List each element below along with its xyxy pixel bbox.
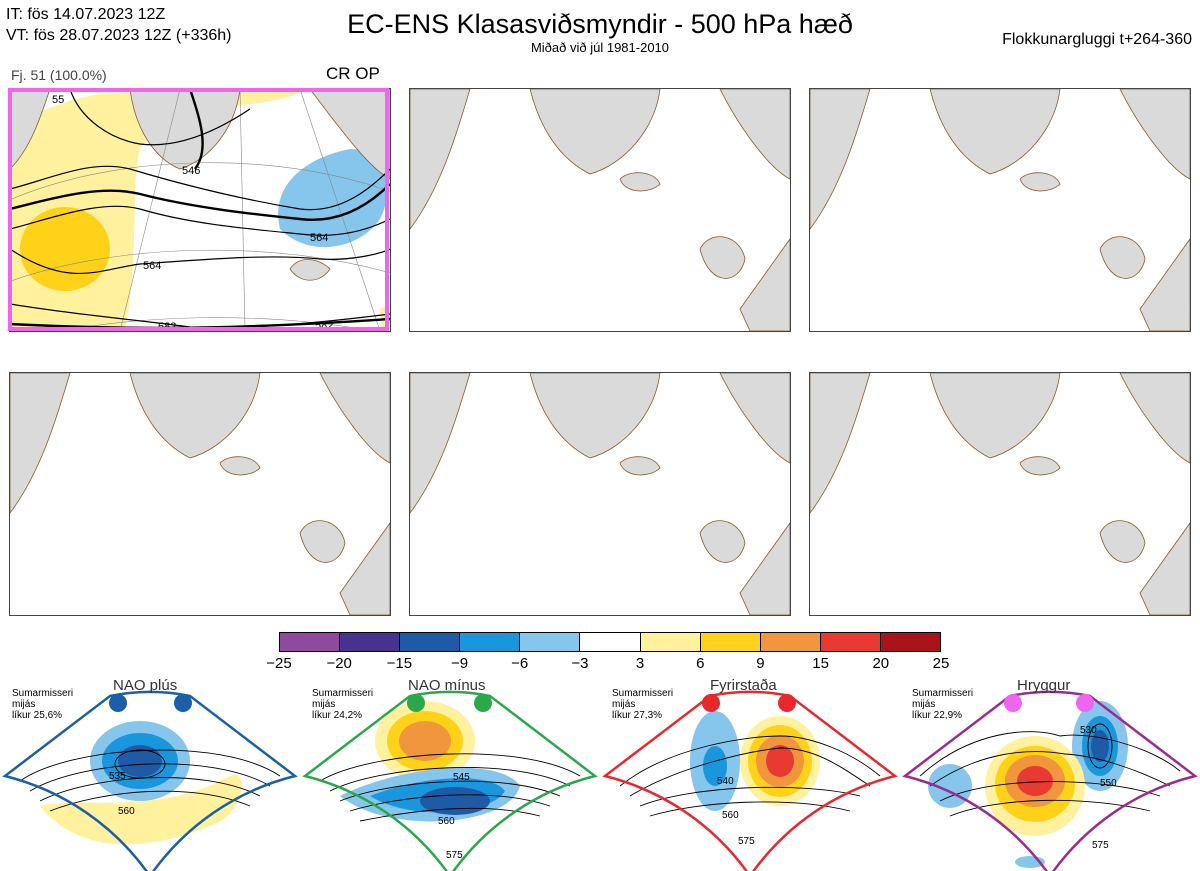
regime-info: Sumarmisseri mijás líkur 25,6% [12,688,74,721]
header-times: IT: fös 14.07.2023 12Z VT: fös 28.07.202… [6,4,231,46]
colorbar-swatch [760,633,821,651]
regime-nao-minus[interactable]: 545 560 575 NAO mínus Sumarmisseri mijás l… [300,676,600,871]
regime-name: NAO mínus [408,677,486,694]
regime-blocking[interactable]: 540 560 575 Fyrirstaða Sumarmisseri mijás… [600,676,900,871]
regime-contour-label: 540 [717,776,734,787]
regime-name: Fyrirstaða [710,677,777,694]
map-panel-5[interactable] [409,372,791,616]
map-panel-4[interactable] [9,372,391,616]
contour-label: 564 [310,232,328,244]
colorbar-tick-label: 6 [696,655,705,672]
colorbar-tick-label: 3 [635,655,645,672]
colorbar-tick-label: −25 [266,655,292,672]
regime-contour-label: 560 [118,806,135,817]
regime-ridge[interactable]: 530 550 575 Hryggur Sumarmisseri mijás lík… [900,676,1200,871]
regime-info: Sumarmisseri mijás líkur 24,2% [312,688,374,721]
regime-contour-label: 545 [453,772,470,783]
colorbar-tick-label: −3 [571,655,589,672]
regime-contour-label: 550 [1100,778,1117,789]
colorbar-swatch [340,633,401,651]
colorbar-swatch [580,633,641,651]
regime-name: NAO plús [113,677,178,694]
contour-label: 564 [143,260,161,272]
map-panel-6[interactable] [809,372,1191,616]
colorbar-tick-label: −15 [386,655,413,672]
contour-label: 55 [52,94,64,106]
colorbar-swatch [460,633,521,651]
init-time: IT: fös 14.07.2023 12Z [6,6,166,23]
page-subtitle: Miðað við júl 1981-2010 [530,40,670,55]
contour-label: 582 [158,321,176,331]
map-panel-3[interactable] [809,88,1191,332]
regime-contour-label: 560 [722,810,739,821]
regime-contour-label: 560 [438,816,455,827]
anomaly-colorbar [279,632,941,652]
colorbar-tick-label: −6 [511,655,529,672]
colorbar-tick-label: 25 [932,655,950,672]
regime-contour-label: 575 [1092,840,1109,851]
colorbar-tick-label: 15 [812,655,829,672]
contour-label: 582 [315,320,333,331]
colorbar-tick-label: −9 [450,655,469,672]
classification-window: Flokkunargluggi t+264-360 [1002,31,1192,48]
valid-time: VT: fös 28.07.2023 12Z (+336h) [6,27,232,44]
regime-info: Sumarmisseri mijás líkur 27,3% [612,688,674,721]
colorbar-swatch [820,633,881,651]
colorbar-swatch [520,633,581,651]
colorbar-swatch [400,633,461,651]
colorbar-swatch [640,633,701,651]
regime-contour-label: 575 [738,836,755,847]
regime-contour-label: 535 [109,771,126,782]
regime-nao-plus[interactable]: 535 560 NAO plús Sumarmisseri mijás líkur … [0,676,300,871]
contour-label: 546 [182,165,200,177]
member-count: Fj. 51 (100.0%) [11,67,107,83]
colorbar-swatch [280,633,341,651]
regime-contour-label: 530 [1080,725,1097,736]
crop-label: CR OP [326,64,380,83]
regime-contour-label: 575 [446,850,463,861]
colorbar-tick-label: 20 [872,655,890,672]
map-panel-1[interactable]: 546 564 564 582 582 55 [9,88,391,332]
map-panel-2[interactable] [409,88,791,332]
colorbar-swatch [700,633,761,651]
regime-info: Sumarmisseri mijás líkur 22,9% [912,688,974,721]
colorbar-swatch [880,633,941,651]
page-title: EC-ENS Klasasviðsmyndir - 500 hPa hæð [347,9,853,39]
regime-name: Hryggur [1017,677,1071,694]
colorbar-tick-label: −20 [326,655,352,672]
colorbar-tick-label: 9 [756,655,765,672]
